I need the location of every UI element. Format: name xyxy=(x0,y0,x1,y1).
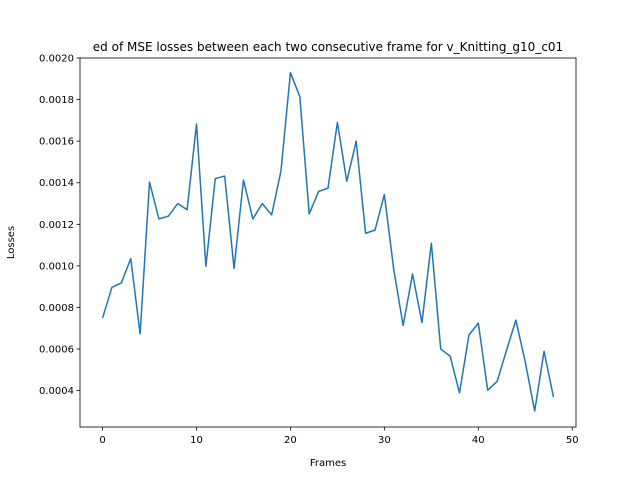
y-tick-label: 0.0020 xyxy=(39,54,74,65)
y-tick-label: 0.0004 xyxy=(39,386,74,397)
x-tick-label: 30 xyxy=(378,435,391,446)
x-tick-label: 10 xyxy=(190,435,203,446)
x-axis-label: Frames xyxy=(310,458,346,469)
plot-area xyxy=(101,71,555,412)
chart-title: ed of MSE losses between each two consec… xyxy=(93,40,563,54)
y-tick-label: 0.0010 xyxy=(39,261,74,272)
x-tick-label: 40 xyxy=(472,435,485,446)
x-tick-label: 20 xyxy=(284,435,297,446)
y-tick-label: 0.0016 xyxy=(39,137,74,148)
axes-frame xyxy=(79,57,577,428)
y-tick-label: 0.0006 xyxy=(39,345,74,356)
y-tick-label: 0.0012 xyxy=(39,220,74,231)
y-axis-label: Losses xyxy=(6,226,17,259)
y-axis: 0.0004 0.0006 0.0008 0.0010 0.0012 0.0014 0.00… xyxy=(39,54,80,397)
x-tick-label: 0 xyxy=(99,435,105,446)
y-tick-label: 0.0014 xyxy=(39,178,74,189)
series-line xyxy=(101,71,555,412)
y-tick-label: 0.0018 xyxy=(39,95,74,106)
x-tick-label: 50 xyxy=(566,435,579,446)
x-axis: 0 10 20 30 40 50 xyxy=(99,427,579,446)
y-tick-label: 0.0008 xyxy=(39,303,74,314)
